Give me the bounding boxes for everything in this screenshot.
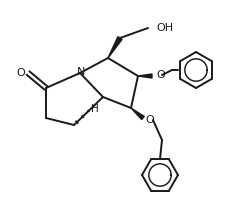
Polygon shape: [131, 108, 144, 120]
Polygon shape: [108, 37, 122, 58]
Text: O: O: [145, 115, 154, 125]
Text: O: O: [17, 68, 25, 78]
Text: H: H: [91, 104, 99, 114]
Text: O: O: [156, 70, 165, 80]
Polygon shape: [138, 74, 152, 78]
Text: OH: OH: [156, 23, 173, 33]
Text: N: N: [77, 67, 85, 77]
